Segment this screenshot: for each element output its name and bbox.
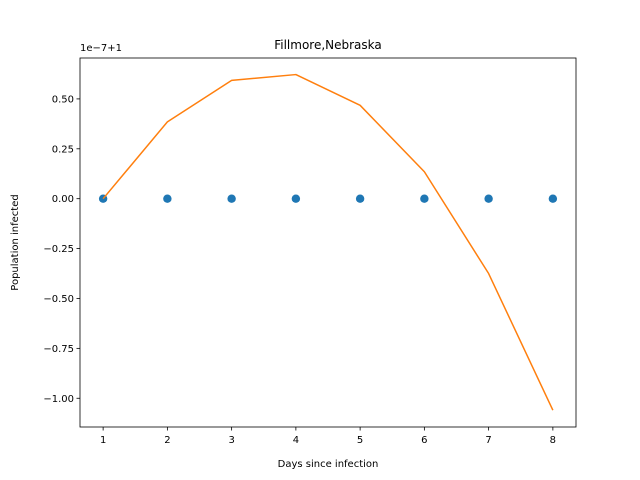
x-tick-label: 2 [164,435,170,446]
data-point [355,194,365,203]
data-point [163,194,172,203]
axes-frame [79,57,577,428]
x-tick-label: 7 [485,435,491,446]
x-tick-label: 1 [100,435,106,446]
x-tick-label: 3 [228,435,234,446]
y-tick-label: −1.00 [43,394,74,405]
y-tick-label: 0.25 [52,144,74,155]
x-tick-label: 5 [357,435,363,446]
x-axis: 1 2 3 4 5 6 7 8 [100,427,556,446]
y-offset-label: 1e−7+1 [80,43,122,54]
series-line [102,73,554,411]
data-point [291,194,301,203]
chart-title: Fillmore,Nebraska [274,38,382,52]
data-point [548,194,558,203]
data-point [484,194,493,203]
data-point [227,194,236,203]
x-tick-label: 6 [421,435,427,446]
y-tick-label: 0.00 [52,194,74,205]
plot-area [98,73,558,411]
x-tick-label: 4 [293,435,299,446]
y-axis-label: Population infected [10,194,21,290]
y-axis: 0.50 0.25 0.00 −0.25 −0.50 −0.75 −1.00 [43,94,80,405]
y-tick-label: −0.25 [43,244,74,255]
x-tick-label: 8 [550,435,556,446]
y-tick-label: −0.75 [43,344,74,355]
y-tick-label: 0.50 [52,94,74,105]
y-tick-label: −0.50 [43,294,74,305]
x-axis-label: Days since infection [278,459,379,470]
data-point [420,194,429,203]
